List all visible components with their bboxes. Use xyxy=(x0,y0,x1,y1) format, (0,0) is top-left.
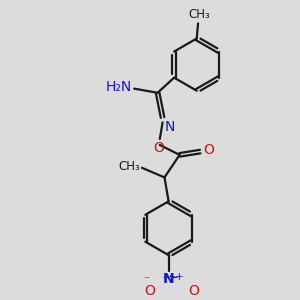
Text: CH₃: CH₃ xyxy=(189,8,210,21)
Text: O: O xyxy=(153,141,164,155)
Text: N: N xyxy=(163,272,174,286)
Text: O: O xyxy=(189,284,200,298)
Text: N: N xyxy=(165,120,175,134)
Text: CH₃: CH₃ xyxy=(118,160,140,173)
Text: +: + xyxy=(175,272,183,282)
Text: O: O xyxy=(145,284,155,298)
Text: H₂N: H₂N xyxy=(106,80,132,94)
Text: O: O xyxy=(203,143,214,157)
Text: ⁻: ⁻ xyxy=(143,274,150,287)
